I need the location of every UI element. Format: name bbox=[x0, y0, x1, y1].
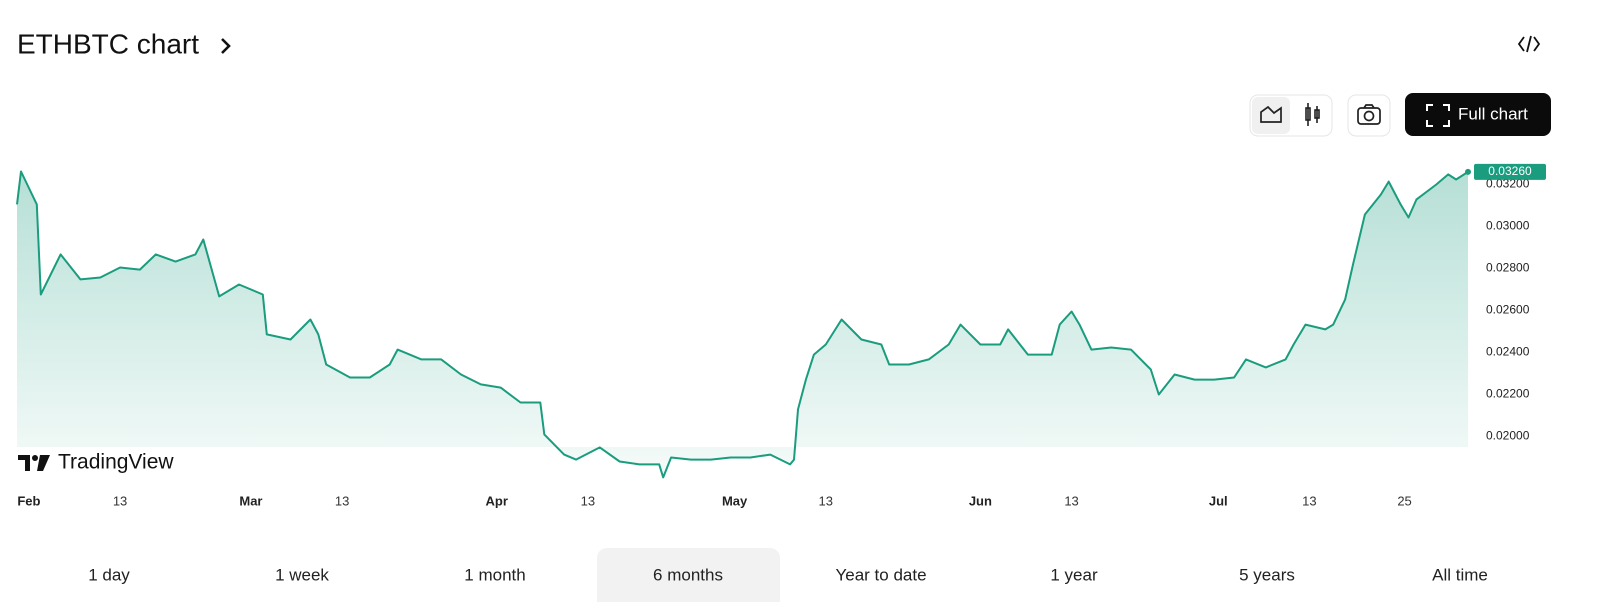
candle-style-button[interactable] bbox=[1305, 103, 1320, 126]
x-tick-label: 25 bbox=[1397, 493, 1411, 508]
price-line bbox=[16, 170, 1469, 479]
range-tab[interactable]: 1 week bbox=[275, 565, 329, 584]
snapshot-button[interactable] bbox=[1347, 94, 1391, 137]
range-tab[interactable]: All time bbox=[1432, 565, 1488, 584]
x-tick-label: 13 bbox=[819, 493, 833, 508]
last-point bbox=[1465, 168, 1471, 175]
range-tab[interactable]: 1 month bbox=[464, 565, 525, 584]
y-tick-label: 0.02400 bbox=[1486, 345, 1530, 359]
x-tick-label: Mar bbox=[239, 493, 262, 508]
x-tick-label: 13 bbox=[113, 493, 127, 508]
x-tick-label: 13 bbox=[581, 493, 595, 508]
x-tick-label: Jul bbox=[1209, 493, 1228, 508]
page-title[interactable]: ETHBTC chart bbox=[17, 28, 199, 59]
range-tab[interactable]: 1 day bbox=[88, 565, 130, 584]
y-tick-label: 0.03200 bbox=[1486, 177, 1530, 191]
y-tick-label: 0.02000 bbox=[1486, 429, 1530, 443]
full-chart-label: Full chart bbox=[1458, 104, 1528, 123]
full-chart-button[interactable] bbox=[1405, 93, 1551, 136]
x-tick-label: Jun bbox=[969, 493, 992, 508]
x-tick-label: 13 bbox=[335, 493, 349, 508]
y-tick-label: 0.02800 bbox=[1486, 261, 1530, 275]
range-tab[interactable]: 5 years bbox=[1239, 565, 1295, 584]
range-tab[interactable]: 6 months bbox=[653, 565, 723, 584]
x-tick-label: May bbox=[722, 493, 748, 508]
title-chevron[interactable] bbox=[221, 38, 231, 54]
range-tab[interactable]: 1 year bbox=[1050, 565, 1098, 584]
x-tick-label: Apr bbox=[486, 493, 508, 508]
chart: 0.02000 0.02200 0.02400 0.02600 0.02800 0.030… bbox=[16, 163, 1546, 508]
y-tick-label: 0.03000 bbox=[1486, 219, 1530, 233]
area-icon bbox=[1260, 105, 1282, 123]
camera-icon bbox=[1357, 104, 1381, 125]
x-tick-label: Feb bbox=[17, 493, 40, 508]
area-style-button[interactable] bbox=[1252, 97, 1290, 134]
y-tick-label: 0.02600 bbox=[1486, 303, 1530, 317]
y-tick-label: 0.02200 bbox=[1486, 387, 1530, 401]
area-fill bbox=[17, 171, 1468, 478]
x-tick-label: 13 bbox=[1302, 493, 1316, 508]
last-price-label: 0.03260 bbox=[1488, 164, 1532, 178]
range-tabs: 1 day 1 week 1 month 6 months Year to date 1 … bbox=[88, 548, 1488, 602]
selected-tab-bg bbox=[597, 548, 780, 602]
last-price-tag bbox=[1474, 163, 1546, 180]
fullscreen-icon bbox=[1426, 104, 1450, 127]
embed-icon[interactable] bbox=[1517, 35, 1541, 53]
x-tick-label: 13 bbox=[1064, 493, 1078, 508]
watermark: TradingView bbox=[58, 451, 174, 474]
tradingview-logo bbox=[18, 455, 50, 471]
range-tab[interactable]: Year to date bbox=[835, 565, 926, 584]
